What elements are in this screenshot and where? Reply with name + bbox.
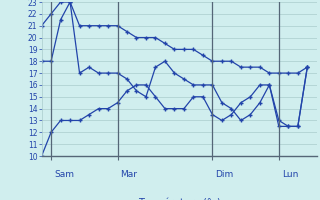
Text: Mar: Mar bbox=[120, 170, 137, 179]
Text: Lun: Lun bbox=[282, 170, 298, 179]
Text: Dim: Dim bbox=[215, 170, 234, 179]
Text: Sam: Sam bbox=[54, 170, 74, 179]
Text: Température (°c): Température (°c) bbox=[138, 197, 220, 200]
